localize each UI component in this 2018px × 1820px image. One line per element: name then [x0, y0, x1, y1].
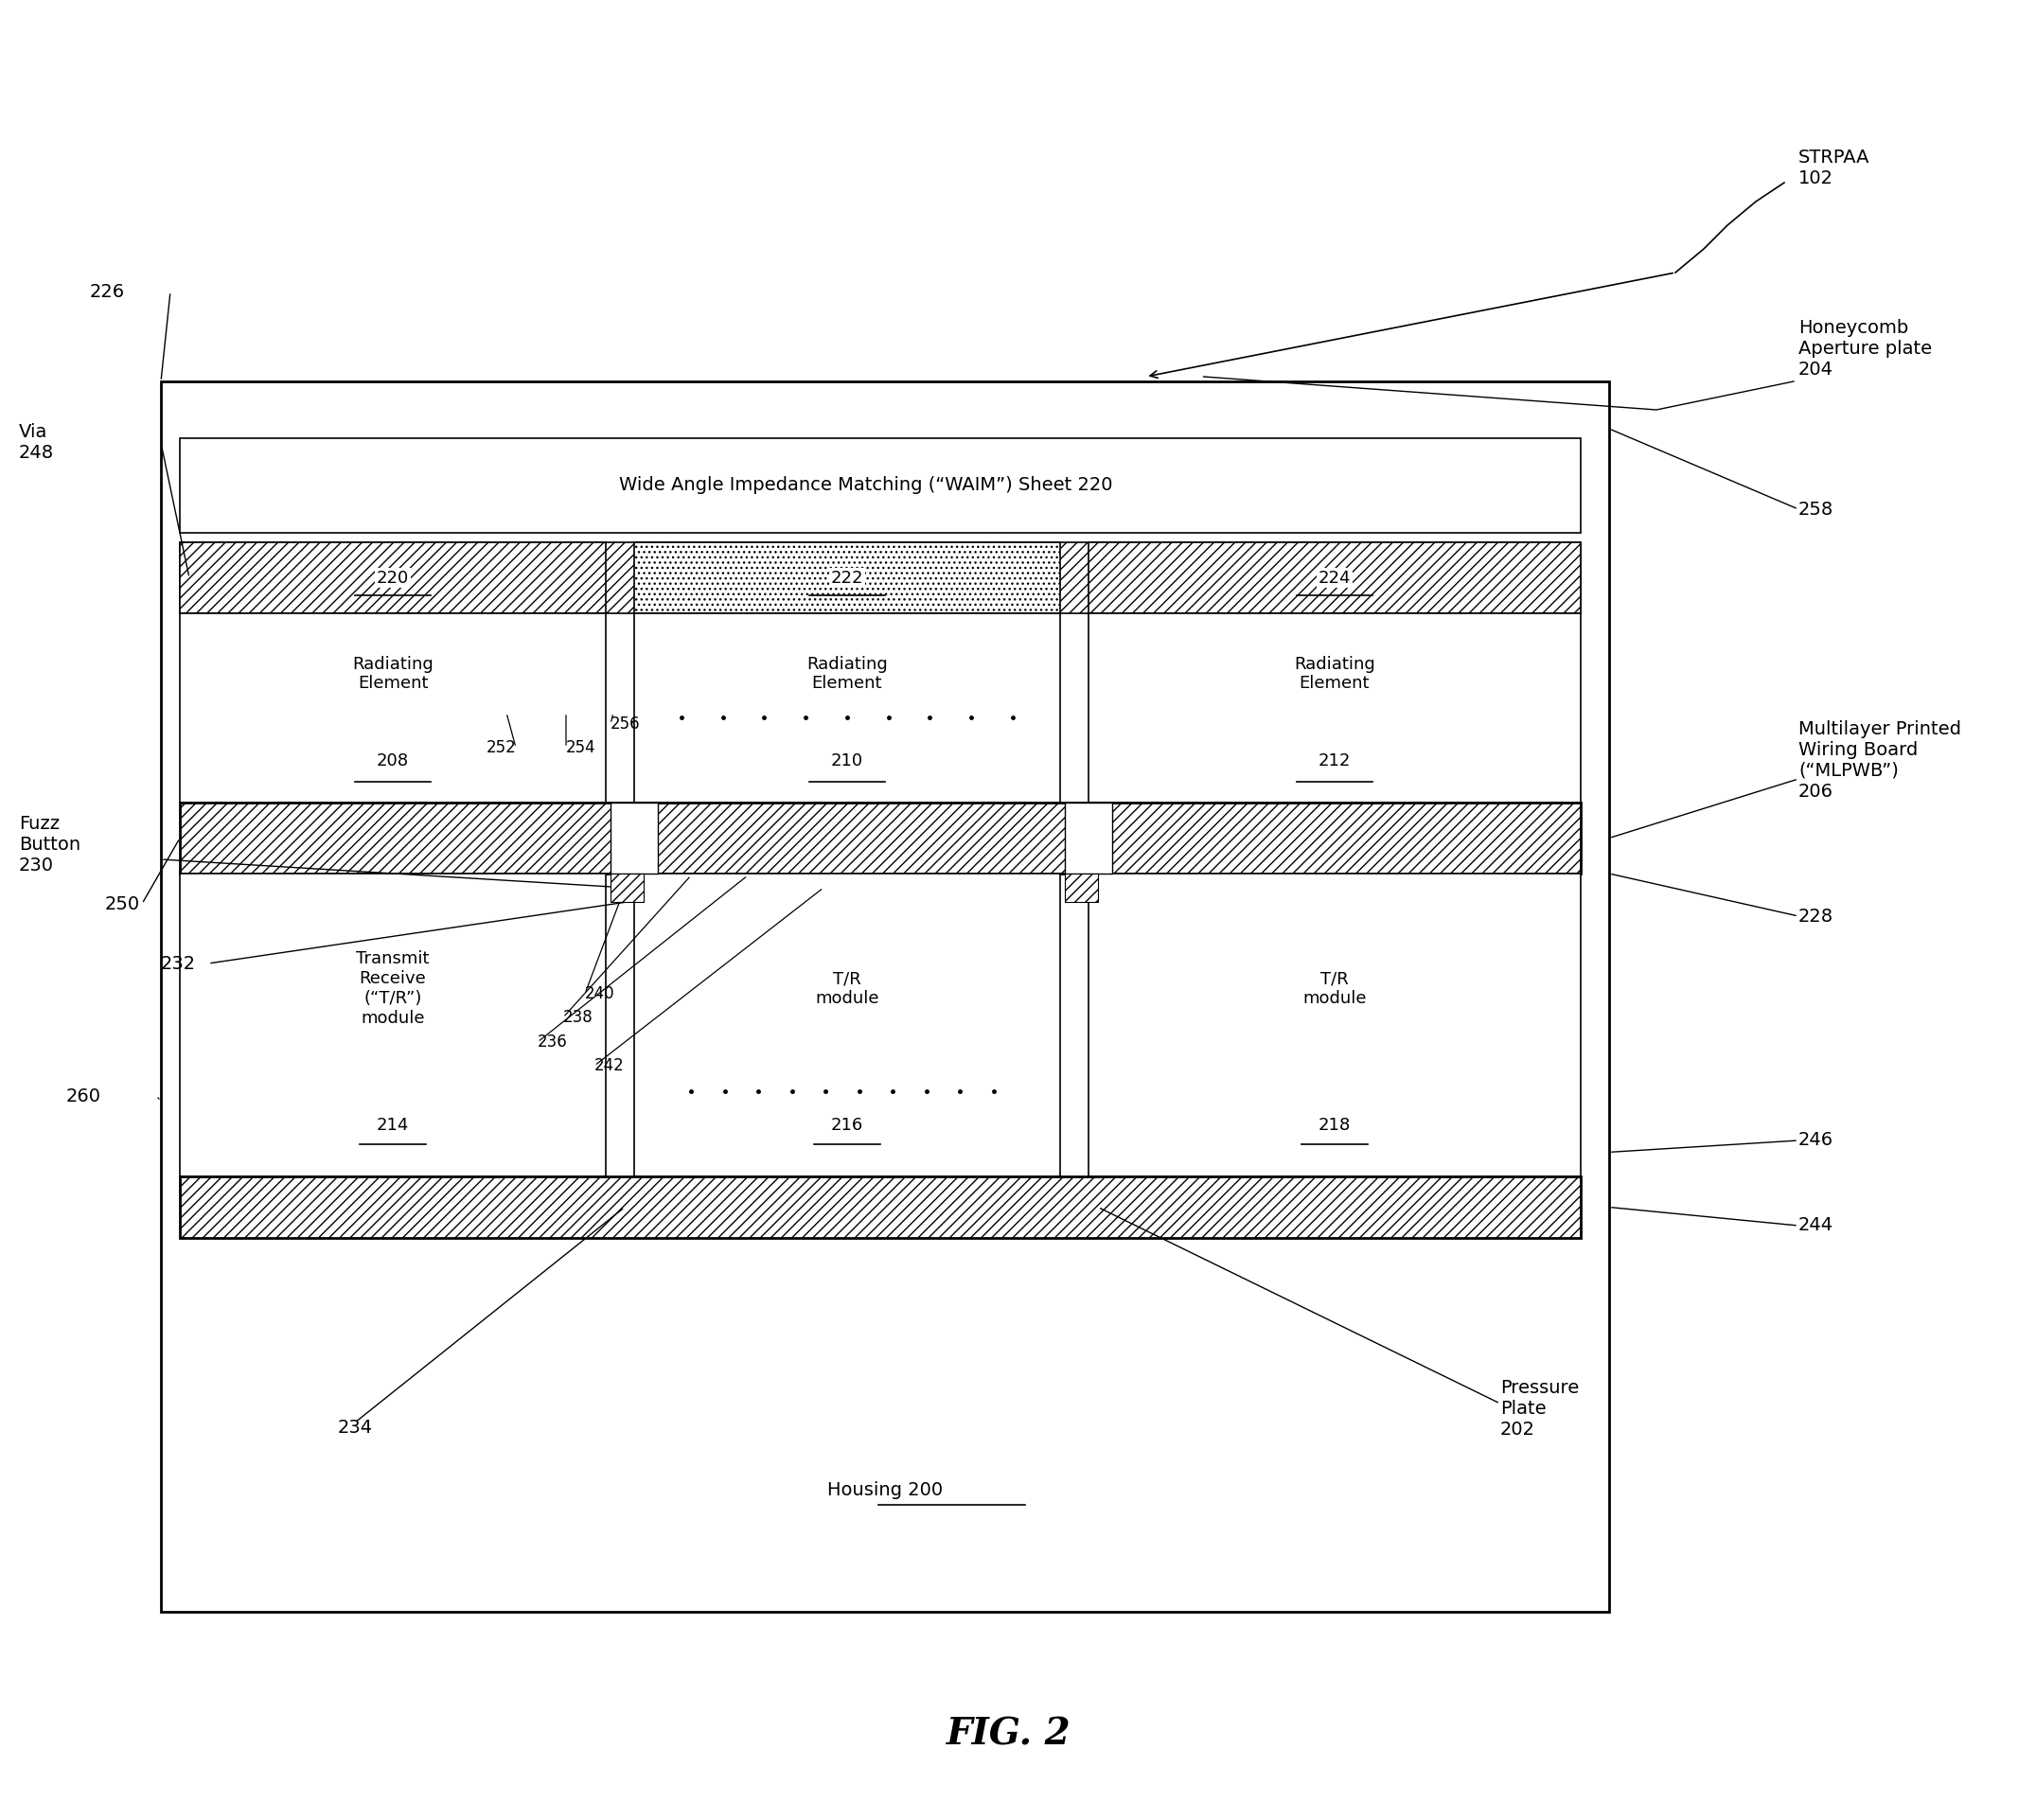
Bar [634, 542, 1059, 613]
Bar [1066, 874, 1098, 903]
Text: Pressure
Plate
202: Pressure Plate 202 [1499, 1378, 1578, 1438]
Text: 244: 244 [1798, 1216, 1834, 1234]
Bar [180, 613, 605, 803]
Bar [180, 542, 605, 613]
Text: 222: 222 [831, 570, 864, 586]
Text: T/R
module: T/R module [1304, 970, 1366, 1006]
Bar [1066, 803, 1112, 874]
Text: STRPAA
102: STRPAA 102 [1798, 149, 1871, 187]
Text: 226: 226 [91, 282, 125, 300]
Text: 232: 232 [161, 954, 196, 972]
Text: Honeycomb
Aperture plate
204: Honeycomb Aperture plate 204 [1798, 318, 1931, 379]
Text: T/R
module: T/R module [815, 970, 880, 1006]
Bar [611, 874, 644, 903]
Text: Multilayer Printed
Wiring Board
(“MLPWB”)
206: Multilayer Printed Wiring Board (“MLPWB”… [1798, 719, 1961, 801]
Text: 212: 212 [1318, 752, 1350, 770]
Text: Via
248: Via 248 [18, 424, 54, 462]
Text: 252: 252 [486, 739, 517, 755]
Text: 208: 208 [377, 752, 410, 770]
Text: Fuzz
Button
230: Fuzz Button 230 [18, 815, 81, 875]
Text: Radiating
Element: Radiating Element [353, 655, 434, 692]
Text: 250: 250 [105, 895, 139, 914]
Text: 216: 216 [831, 1116, 864, 1134]
Bar [634, 874, 1059, 1176]
Text: 256: 256 [611, 715, 640, 732]
Bar [1088, 874, 1580, 1176]
Bar [180, 1176, 1580, 1238]
Bar [1088, 613, 1580, 803]
Text: 228: 228 [1798, 906, 1834, 925]
Text: 214: 214 [377, 1116, 410, 1134]
Text: Radiating
Element: Radiating Element [1294, 655, 1374, 692]
Bar [1088, 542, 1580, 613]
Text: 220: 220 [377, 570, 410, 586]
Text: 260: 260 [67, 1087, 101, 1105]
Text: 210: 210 [831, 752, 864, 770]
Text: 242: 242 [595, 1057, 624, 1074]
Text: 258: 258 [1798, 500, 1834, 519]
Text: 254: 254 [565, 739, 595, 755]
Text: Transmit
Receive
(“T/R”)
module: Transmit Receive (“T/R”) module [355, 950, 430, 1026]
Text: 236: 236 [537, 1034, 567, 1050]
Text: FIG. 2: FIG. 2 [946, 1716, 1072, 1753]
Bar [180, 803, 1580, 874]
Bar [611, 803, 658, 874]
Text: 246: 246 [1798, 1132, 1834, 1150]
Text: 224: 224 [1318, 570, 1350, 586]
Text: Radiating
Element: Radiating Element [807, 655, 888, 692]
Bar [180, 439, 1580, 533]
Text: 234: 234 [337, 1418, 373, 1436]
Text: Housing 200: Housing 200 [827, 1481, 942, 1500]
Bar [634, 613, 1059, 803]
Text: Wide Angle Impedance Matching (“WAIM”) Sheet 220: Wide Angle Impedance Matching (“WAIM”) S… [620, 477, 1112, 495]
Bar [180, 874, 605, 1176]
Bar [161, 382, 1608, 1613]
Text: 238: 238 [563, 1008, 593, 1026]
Text: 240: 240 [585, 985, 615, 1003]
Text: 218: 218 [1318, 1116, 1350, 1134]
Bar [180, 542, 1580, 613]
